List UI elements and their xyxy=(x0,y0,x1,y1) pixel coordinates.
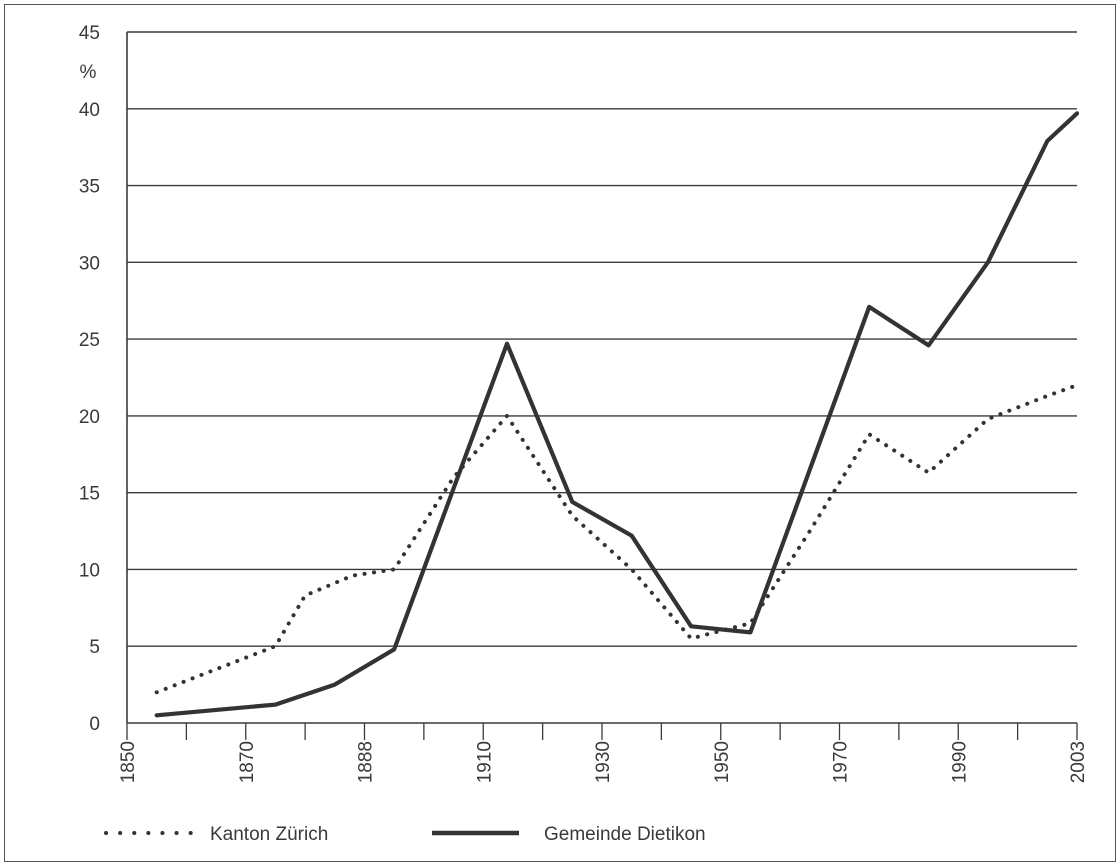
x-axis-tick-labels: 1850 1870 1888 1910 1930 1950 1970 1990 2003 xyxy=(118,741,1089,783)
axes xyxy=(126,32,1078,740)
y-tick-label-40: 40 xyxy=(79,100,100,121)
x-tick-label-1888: 1888 xyxy=(356,741,377,783)
chart-frame xyxy=(4,4,1116,862)
series-line-gemeinde-dietikon xyxy=(154,111,1080,718)
x-tick-label-1970: 1970 xyxy=(831,741,852,783)
x-tick-label-1910: 1910 xyxy=(474,741,495,783)
series-lines xyxy=(154,111,1080,718)
y-tick-label-0: 0 xyxy=(89,714,100,735)
legend-label-kanton-zurich: Kanton Zürich xyxy=(210,824,328,845)
y-tick-label-45: 45 xyxy=(79,23,100,44)
grid-lines xyxy=(127,31,1077,647)
y-tick-label-15: 15 xyxy=(79,484,100,505)
y-tick-label-5: 5 xyxy=(89,637,100,658)
y-tick-label-25: 25 xyxy=(79,330,100,351)
y-tick-label-30: 30 xyxy=(79,253,100,274)
y-tick-label-10: 10 xyxy=(79,560,100,581)
y-axis-tick-labels: 0 5 10 15 20 25 30 35 40 45 xyxy=(79,23,100,735)
x-tick-label-2003: 2003 xyxy=(1068,741,1089,783)
y-tick-label-20: 20 xyxy=(79,407,100,428)
x-tick-label-1870: 1870 xyxy=(237,741,258,783)
legend: Kanton Zürich Gemeinde Dietikon xyxy=(104,824,706,845)
x-tick-label-1990: 1990 xyxy=(949,741,970,783)
x-tick-label-1850: 1850 xyxy=(118,741,139,783)
y-axis-unit-label: % xyxy=(80,62,97,83)
x-tick-label-1950: 1950 xyxy=(712,741,733,783)
x-tick-label-1930: 1930 xyxy=(593,741,614,783)
legend-label-gemeinde-dietikon: Gemeinde Dietikon xyxy=(544,824,706,845)
series-line-kanton-zurich xyxy=(154,383,1079,695)
y-tick-label-35: 35 xyxy=(79,177,100,198)
